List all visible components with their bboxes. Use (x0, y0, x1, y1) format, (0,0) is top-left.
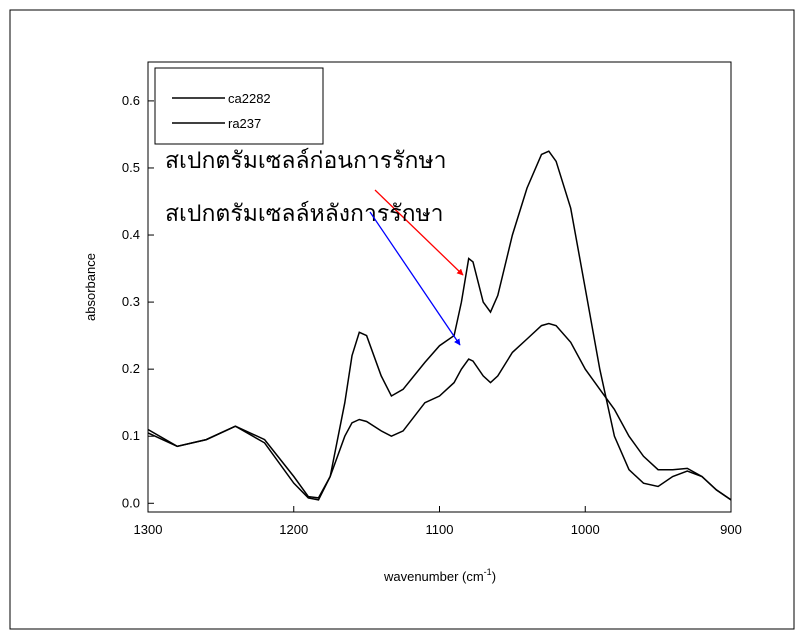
x-tick-label: 1300 (134, 522, 163, 537)
series-line (148, 324, 731, 500)
y-tick-label: 0.6 (122, 93, 140, 108)
x-tick-label: 900 (720, 522, 742, 537)
annotation: สเปกตรัมเซลล์ก่อนการรักษา (165, 147, 447, 174)
y-tick-label: 0.0 (122, 495, 140, 510)
x-axis-label-text: wavenumber (cm (383, 569, 484, 584)
x-tick-label: 1200 (279, 522, 308, 537)
annotation: สเปกตรัมเซลล์หลังการรักษา (165, 200, 444, 227)
y-tick-label: 0.3 (122, 294, 140, 309)
x-axis-label: wavenumber (cm-1) (383, 567, 496, 584)
legend-label: ca2282 (228, 91, 271, 106)
x-tick-label: 1100 (426, 522, 454, 537)
annotation-arrow (370, 212, 460, 345)
y-tick-label: 0.2 (122, 361, 140, 376)
y-tick-label: 0.1 (122, 428, 140, 443)
page: absorbance wavenumber (cm-1) 0.0 0.1 0.2 0.… (0, 0, 805, 638)
y-axis-label: absorbance (83, 253, 98, 321)
x-tick-label: 1000 (571, 522, 600, 537)
y-tick-label: 0.5 (122, 160, 140, 175)
x-axis-label-end: ) (492, 569, 496, 584)
chart: absorbance wavenumber (cm-1) 0.0 0.1 0.2 0.… (0, 0, 805, 638)
x-axis-label-sup: -1 (484, 567, 492, 577)
legend-box (155, 68, 323, 144)
y-tick-label: 0.4 (122, 227, 140, 242)
legend-label: ra237 (228, 116, 261, 131)
